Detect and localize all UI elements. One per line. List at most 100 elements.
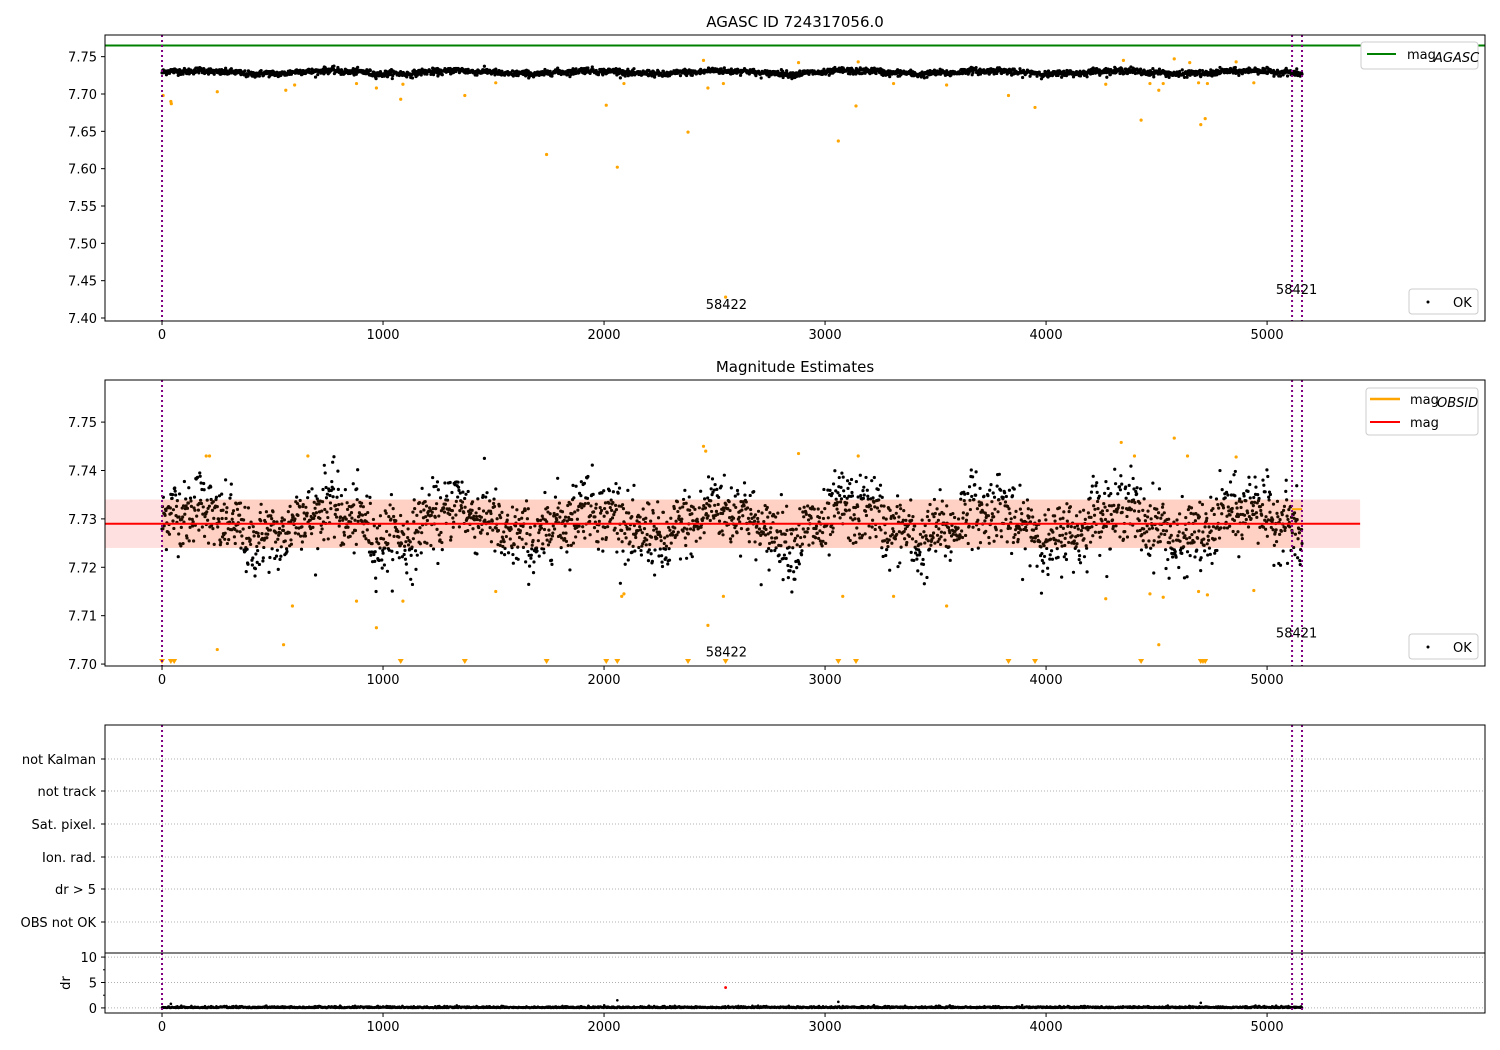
ok-point xyxy=(262,545,266,550)
ok-point xyxy=(1024,528,1029,533)
ok-point xyxy=(394,519,398,523)
ok-point xyxy=(413,507,417,511)
ok-point xyxy=(223,531,227,535)
ok-point xyxy=(586,474,590,479)
ok-point xyxy=(351,531,355,535)
ok-point xyxy=(607,501,611,505)
ok-point xyxy=(903,537,907,541)
ok-point xyxy=(1071,570,1076,574)
ok-point xyxy=(624,536,628,540)
ok-point xyxy=(759,76,763,80)
ok-point xyxy=(1004,517,1008,521)
ok-point xyxy=(224,66,228,70)
ok-point xyxy=(1056,555,1060,559)
ok-point xyxy=(233,527,237,531)
ok-point xyxy=(613,503,618,507)
ok-point xyxy=(913,524,917,528)
ok-point xyxy=(521,524,525,528)
ok-point xyxy=(998,502,1002,506)
ok-point xyxy=(526,549,530,554)
ok-point xyxy=(484,495,488,499)
ok-point xyxy=(859,494,863,498)
ok-point xyxy=(579,493,583,498)
ok-point xyxy=(754,558,758,562)
ok-point xyxy=(393,525,397,529)
ok-point xyxy=(271,510,275,514)
ok-point xyxy=(420,531,424,535)
ok-point xyxy=(870,525,874,529)
ok-point xyxy=(1180,68,1184,72)
ok-point xyxy=(999,529,1003,533)
ok-point xyxy=(936,540,940,544)
ok-point xyxy=(992,495,997,499)
ok-point xyxy=(238,513,242,517)
ok-point xyxy=(646,559,651,563)
ok-point xyxy=(774,546,778,550)
ok-point xyxy=(217,520,221,524)
ok-point xyxy=(657,530,662,534)
ok-point xyxy=(1019,528,1023,532)
ok-point xyxy=(511,561,515,565)
ok-point xyxy=(873,505,877,509)
ok-point xyxy=(621,507,626,511)
ok-point xyxy=(620,528,624,533)
ok-point xyxy=(322,538,326,542)
ok-point xyxy=(1088,496,1092,500)
ok-point xyxy=(691,519,695,523)
ok-point xyxy=(479,531,483,535)
ok-point xyxy=(366,510,370,515)
ok-point xyxy=(866,494,870,498)
outlier-point xyxy=(1006,93,1011,98)
ok-point xyxy=(460,480,464,484)
outlier-point xyxy=(494,81,498,85)
ok-point xyxy=(332,64,336,68)
ok-point xyxy=(650,559,655,564)
ok-point xyxy=(928,502,932,507)
outlier-point xyxy=(215,90,219,94)
ok-point xyxy=(1039,591,1044,595)
ok-point xyxy=(1200,68,1205,73)
chart-title: AGASC ID 724317056.0 xyxy=(706,13,884,31)
ok-point xyxy=(1020,512,1024,516)
ok-point xyxy=(206,518,210,522)
ok-point xyxy=(966,491,970,496)
ok-point xyxy=(293,531,297,535)
ok-point xyxy=(793,536,797,540)
ok-point xyxy=(339,493,344,498)
ok-point xyxy=(240,534,244,538)
ok-point xyxy=(676,530,680,534)
ok-point xyxy=(1012,535,1016,540)
ok-point xyxy=(784,540,788,544)
ok-point xyxy=(1158,540,1162,544)
ok-point xyxy=(351,482,355,486)
ok-point xyxy=(247,525,251,530)
ok-point xyxy=(464,492,468,496)
ok-point xyxy=(187,486,191,490)
ok-point xyxy=(536,519,540,523)
ok-point xyxy=(494,67,498,71)
outlier-point xyxy=(463,93,467,98)
ok-point xyxy=(339,543,343,547)
y-tick-label: 7.50 xyxy=(68,237,97,252)
ok-point xyxy=(403,548,407,552)
ok-point xyxy=(934,524,938,529)
ok-point xyxy=(1028,520,1033,524)
ok-point xyxy=(1112,503,1116,507)
ok-point xyxy=(768,530,772,534)
ok-point xyxy=(867,524,871,528)
ok-point xyxy=(890,533,894,537)
ok-point xyxy=(243,505,247,509)
ok-point xyxy=(623,531,627,536)
ok-point xyxy=(888,508,892,512)
ok-point xyxy=(860,71,865,76)
ok-point xyxy=(363,534,367,538)
ok-point xyxy=(196,508,201,512)
ok-point xyxy=(1103,517,1108,522)
ok-point xyxy=(884,517,888,521)
ok-point xyxy=(990,500,994,504)
ok-point xyxy=(842,512,846,516)
ok-point xyxy=(305,514,309,518)
ok-point xyxy=(294,526,298,530)
outlier-point xyxy=(284,88,288,92)
ok-point xyxy=(388,533,392,537)
